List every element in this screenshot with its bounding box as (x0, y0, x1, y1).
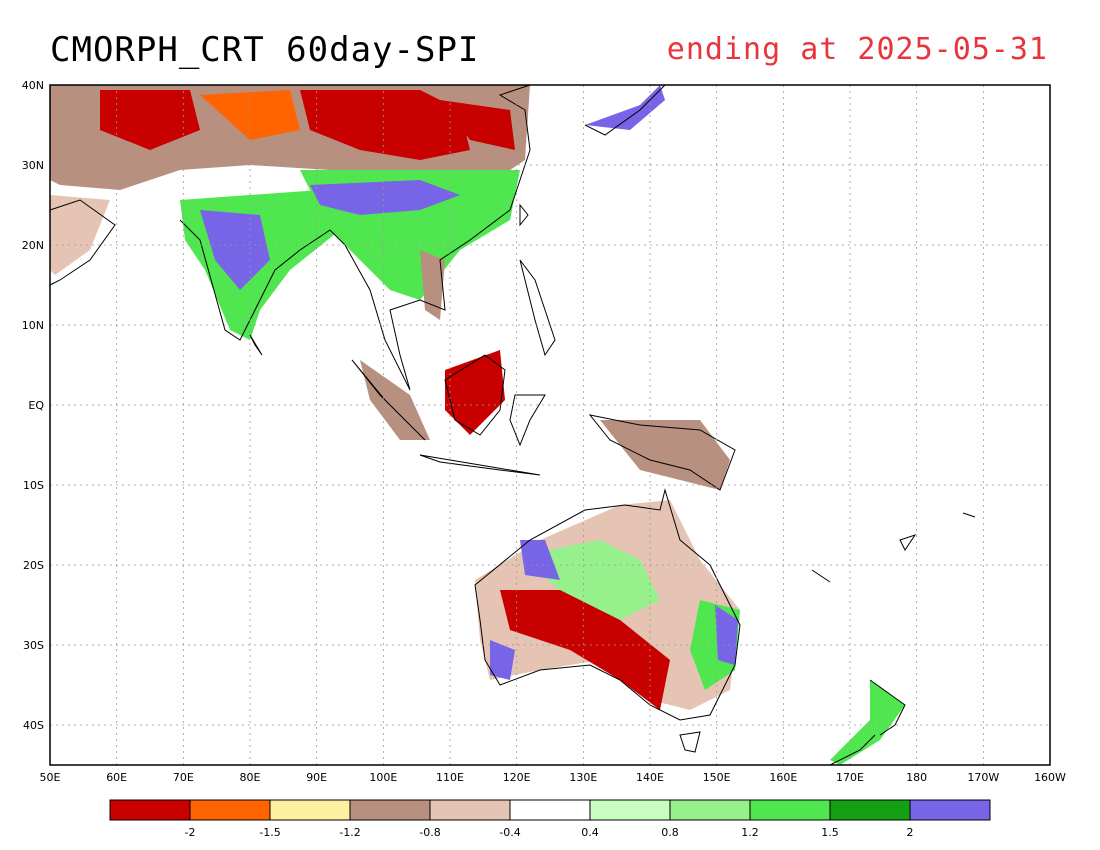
color-bar-swatch (589, 799, 671, 821)
field-australia-sw-wet (490, 640, 515, 680)
field-japan (585, 85, 665, 130)
lon-label: 110E (436, 771, 464, 784)
lon-label: 60E (106, 771, 127, 784)
coast-tasmania (679, 731, 701, 753)
lat-label: 10N (22, 319, 44, 332)
color-bar-swatch (909, 799, 991, 821)
field-new-guinea (600, 420, 730, 490)
coast-srilanka (249, 334, 263, 356)
color-bar-label: 1.2 (741, 826, 759, 839)
lon-label: 160E (769, 771, 797, 784)
lon-label: 140E (636, 771, 664, 784)
coast-nz-north (869, 679, 906, 736)
map-frame (49, 84, 1051, 766)
lat-label: 20S (23, 559, 44, 572)
lon-label: 170W (967, 771, 999, 784)
color-bar-swatch (429, 799, 511, 821)
lon-label: 120E (503, 771, 531, 784)
lat-label: 40S (23, 719, 44, 732)
field-west-dry (100, 90, 200, 150)
map-subtitle: ending at 2025-05-31 (666, 32, 1048, 67)
lon-label: 150E (703, 771, 731, 784)
color-bar-swatch (349, 799, 431, 821)
color-bar-label: -0.4 (499, 826, 520, 839)
lon-label: 180 (906, 771, 927, 784)
color-bar-labels: -2 -1.5 -1.2 -0.8 -0.4 0.4 0.8 1.2 1.5 2 (185, 826, 914, 839)
color-bar-label: -0.8 (419, 826, 440, 839)
coast-japan (584, 84, 666, 136)
field-seasia-very-wet (310, 180, 460, 215)
lon-label: 170E (836, 771, 864, 784)
longitude-labels: 50E 60E 70E 80E 90E 100E 110E 120E 130E 140E 150E 1… (40, 771, 1067, 784)
color-bar-swatch (269, 799, 351, 821)
lon-label: 90E (306, 771, 327, 784)
spi-fields (50, 85, 905, 765)
color-bar-label: 0.8 (661, 826, 679, 839)
field-arabia (50, 195, 110, 275)
lat-label: EQ (28, 399, 44, 412)
color-bar-swatch (749, 799, 831, 821)
coast-new-caledonia (811, 569, 831, 583)
coast-india (179, 219, 346, 341)
latitude-labels: 40N 30N 20N 10N EQ 10S 20S 30S 40S (22, 79, 45, 732)
field-china-dry-2 (440, 100, 515, 150)
lon-label: 70E (173, 771, 194, 784)
coast-java (419, 454, 541, 476)
color-bar-label: -1.2 (339, 826, 360, 839)
color-bar-swatch (109, 799, 191, 821)
field-borneo (445, 350, 505, 435)
coast-taiwan (519, 203, 529, 227)
coast-seasia (344, 84, 531, 391)
coast-fiji (899, 534, 917, 551)
color-bar-label: 2 (907, 826, 914, 839)
lon-label: 80E (240, 771, 261, 784)
coast-sumatra (351, 359, 426, 441)
coast-philippines (519, 259, 556, 357)
map-gridlines (50, 85, 1050, 765)
coastlines (49, 84, 976, 766)
field-new-zealand (830, 680, 905, 765)
color-bar-label: 1.5 (821, 826, 839, 839)
color-bar-label: -1.5 (259, 826, 280, 839)
lat-label: 30N (22, 159, 44, 172)
lat-label: 30S (23, 639, 44, 652)
color-bar-label: 0.4 (581, 826, 599, 839)
color-bar (109, 799, 991, 821)
map-title: CMORPH_CRT 60day-SPI (50, 30, 480, 70)
lon-label: 130E (569, 771, 597, 784)
field-australia-nw-wet (520, 540, 560, 580)
coast-australia (474, 488, 741, 721)
color-bar-swatch (669, 799, 751, 821)
coast-borneo (444, 354, 506, 436)
color-bar-swatch (829, 799, 911, 821)
field-australia-north-wet (520, 540, 660, 620)
coast-arabia (49, 199, 116, 286)
field-china-dry (300, 90, 470, 160)
color-bar-swatch (189, 799, 271, 821)
lon-label: 100E (369, 771, 397, 784)
coast-new-guinea (588, 414, 736, 491)
lat-label: 10S (23, 479, 44, 492)
field-australia-east-very-wet (715, 605, 738, 665)
color-bar-swatch (509, 799, 591, 821)
lat-label: 20N (22, 239, 44, 252)
lon-label: 160W (1034, 771, 1066, 784)
color-bar-label: -2 (185, 826, 196, 839)
lon-label: 50E (40, 771, 61, 784)
lat-label: 40N (22, 79, 44, 92)
field-sumatra (360, 360, 430, 440)
field-india-very-wet (200, 210, 270, 290)
coast-sulawesi (509, 394, 546, 447)
coast-nz-south (829, 734, 876, 766)
field-australia-south-dry (500, 590, 670, 710)
coast-samoa (962, 512, 976, 518)
